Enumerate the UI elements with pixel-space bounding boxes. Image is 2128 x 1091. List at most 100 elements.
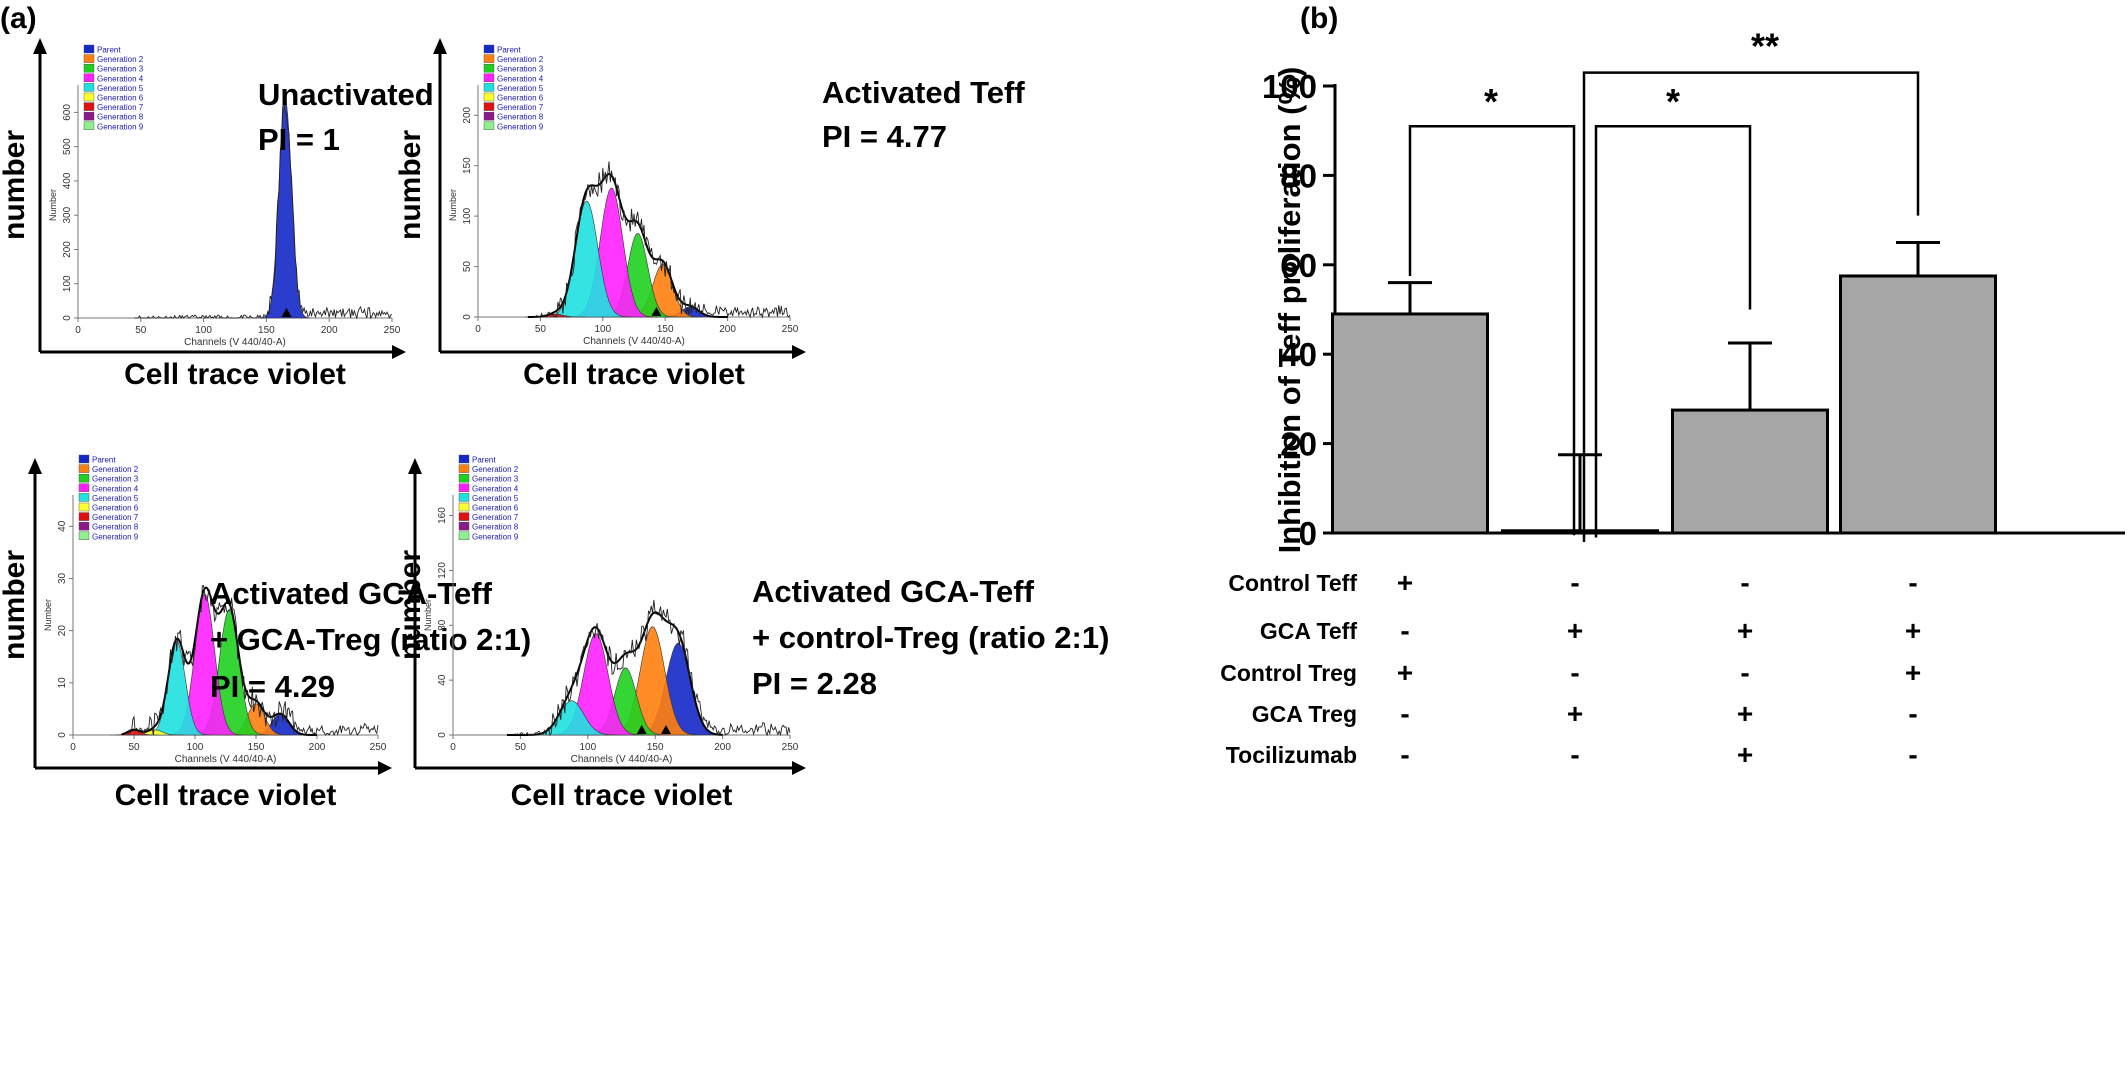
- outer-x-arrow-icon: [792, 761, 806, 775]
- inner-x-label: Channels (V 440/40-A): [184, 337, 286, 348]
- y-tick-label: 60: [1280, 247, 1317, 284]
- x-tick-label: 0: [75, 325, 81, 336]
- legend-label: Generation 9: [472, 532, 519, 541]
- hist-subtitle: + GCA-Treg (ratio 2:1): [210, 622, 531, 657]
- legend-label: Parent: [497, 46, 521, 55]
- legend-swatch: [458, 531, 470, 540]
- hist-title: Activated GCA-Teff: [752, 574, 1035, 609]
- x-tick-label: 150: [248, 742, 265, 753]
- y-tick-label: 500: [62, 138, 73, 155]
- condition-sign: +: [1567, 698, 1583, 729]
- inner-y-label: Number: [423, 599, 433, 631]
- condition-sign: -: [1740, 567, 1749, 598]
- x-tick-label: 50: [535, 324, 547, 335]
- y-tick-label: 40: [1280, 336, 1317, 373]
- condition-sign: -: [1908, 698, 1917, 729]
- x-tick-label: 100: [195, 325, 212, 336]
- y-tick-label: 50: [462, 261, 473, 273]
- outer-y-arrow-icon: [408, 458, 422, 474]
- x-tick-label: 150: [647, 742, 664, 753]
- legend-label: Generation 7: [97, 103, 144, 112]
- y-tick-label: 0: [1299, 515, 1317, 552]
- significance-marker: *: [1666, 81, 1680, 122]
- condition-row-label: GCA Treg: [1252, 701, 1357, 727]
- condition-sign: +: [1905, 615, 1921, 646]
- x-tick-label: 0: [70, 742, 76, 753]
- legend-label: Generation 6: [97, 94, 144, 103]
- outer-x-label: Cell trace violet: [115, 779, 337, 812]
- hist-title: Activated Teff: [822, 75, 1025, 110]
- legend-swatch: [83, 44, 95, 54]
- significance-marker: **: [1751, 26, 1779, 67]
- condition-sign: -: [1908, 567, 1917, 598]
- inner-y-label: Number: [43, 599, 53, 631]
- hist-pi-value: PI = 2.28: [752, 666, 877, 701]
- legend-swatch: [78, 522, 90, 531]
- hist-subtitle: + control-Treg (ratio 2:1): [752, 620, 1109, 655]
- y-tick-label: 100: [462, 207, 473, 224]
- legend-label: Generation 3: [97, 65, 144, 74]
- condition-row-label: Control Teff: [1228, 570, 1357, 596]
- legend-swatch: [78, 512, 90, 521]
- bar: [1501, 529, 1659, 535]
- legend-swatch: [483, 54, 495, 63]
- y-tick-label: 600: [62, 104, 73, 121]
- legend-label: Generation 2: [92, 465, 139, 474]
- bar: [1671, 408, 1829, 535]
- legend-swatch: [83, 121, 95, 131]
- histogram-activated-teff: Cell trace violet number 0 50 100 150 200 250 0 5…: [394, 38, 806, 391]
- x-tick-label: 50: [515, 742, 527, 753]
- x-tick-label: 50: [135, 325, 147, 336]
- condition-sign: -: [1570, 657, 1579, 688]
- inner-x-label: Channels (V 440/40-A): [175, 754, 277, 765]
- legend-label: Generation 8: [497, 113, 544, 122]
- x-tick-label: 200: [719, 324, 736, 335]
- raw-trace: [127, 585, 379, 737]
- condition-sign: -: [1740, 657, 1749, 688]
- y-tick-label: 200: [62, 241, 73, 258]
- raw-trace: [534, 161, 791, 319]
- condition-row-label: Control Treg: [1220, 660, 1357, 686]
- y-tick-label: 20: [1280, 426, 1317, 463]
- condition-sign: +: [1737, 739, 1753, 770]
- y-axis-label: Inhibition of Teff proliferation (%): [1272, 67, 1307, 554]
- y-tick-label: 40: [57, 520, 68, 532]
- legend-swatch: [483, 83, 495, 92]
- legend-swatch: [483, 44, 495, 54]
- legend-swatch: [483, 121, 495, 131]
- bar: [1331, 312, 1489, 535]
- x-tick-label: 0: [450, 742, 456, 753]
- hist-subtitle: PI = 4.77: [822, 119, 947, 154]
- legend-swatch: [78, 454, 90, 464]
- legend-label: Generation 7: [92, 513, 139, 522]
- significance-bracket: [1408, 124, 1576, 536]
- legend-label: Generation 2: [97, 55, 144, 64]
- outer-x-label: Cell trace violet: [511, 779, 733, 812]
- legend-label: Generation 4: [497, 74, 544, 83]
- legend-label: Generation 8: [472, 523, 519, 532]
- legend-swatch: [78, 474, 90, 483]
- legend-swatch: [78, 493, 90, 502]
- significance-marker: *: [1484, 81, 1498, 122]
- inner-y-label: Number: [448, 189, 458, 221]
- histogram-gca-treg: Cell trace violet number 0 50 100 150 200 250 0 1…: [0, 454, 392, 812]
- inner-y-label: Number: [48, 189, 58, 221]
- outer-x-arrow-icon: [792, 345, 806, 359]
- legend-swatch: [78, 531, 90, 540]
- histogram-unactivated: Cell trace violet number 0 50 100 150 200 250 0 1…: [0, 38, 406, 391]
- y-tick-label: 0: [57, 732, 68, 738]
- x-tick-label: 200: [309, 742, 326, 753]
- condition-sign: -: [1400, 615, 1409, 646]
- legend-swatch: [458, 483, 470, 492]
- condition-sign: +: [1905, 657, 1921, 688]
- x-tick-label: 200: [714, 742, 731, 753]
- legend-swatch: [458, 454, 470, 464]
- legend-swatch: [458, 512, 470, 521]
- hist-title: Activated GCA-Teff: [210, 576, 493, 611]
- condition-sign: +: [1397, 657, 1413, 688]
- legend-swatch: [78, 502, 90, 512]
- marker-triangle-icon: [281, 308, 292, 317]
- y-tick-label: 0: [437, 732, 448, 738]
- legend-swatch: [483, 73, 495, 83]
